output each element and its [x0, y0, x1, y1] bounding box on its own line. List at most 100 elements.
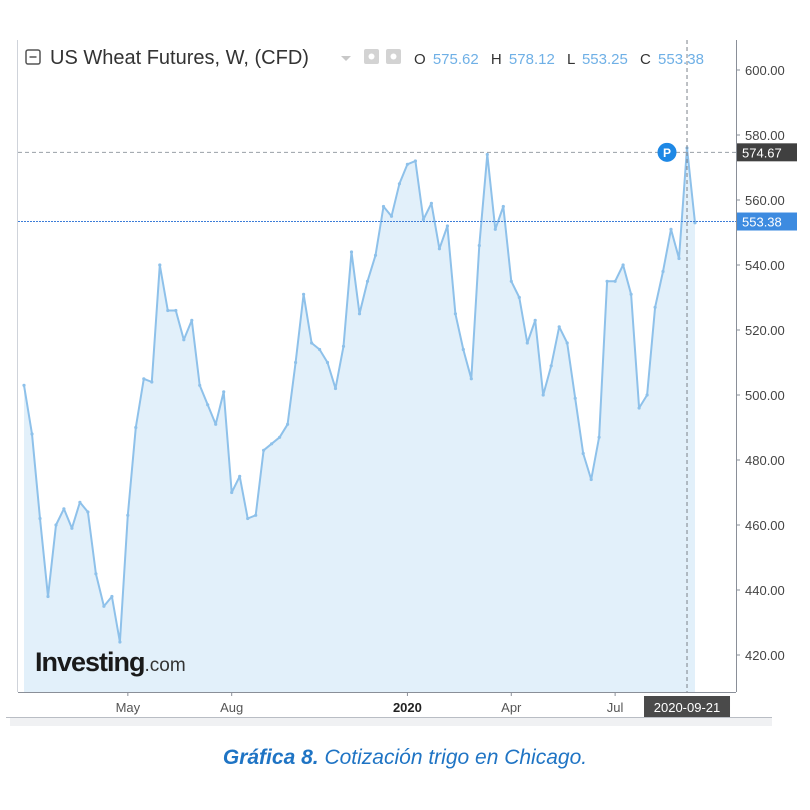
data-point — [246, 516, 250, 521]
data-point — [86, 510, 90, 514]
data-point — [294, 360, 298, 365]
data-point — [94, 572, 98, 576]
collapse-icon[interactable] — [25, 49, 41, 65]
y-tick-label: 420.00 — [745, 648, 785, 663]
svg-text:Investing.com: Investing.com — [35, 647, 186, 677]
y-tick-label: 500.00 — [745, 388, 785, 403]
data-point — [397, 182, 401, 186]
data-point — [605, 279, 609, 283]
data-point — [166, 308, 170, 313]
bottom-toolbar — [10, 718, 772, 726]
data-point — [254, 513, 258, 517]
caption-text: Cotización trigo en Chicago. — [324, 746, 588, 769]
x-tick-label: 2020 — [393, 700, 422, 715]
data-point — [565, 341, 569, 345]
x-tick-label: May — [116, 700, 141, 715]
data-point — [230, 490, 234, 495]
data-point — [38, 516, 42, 521]
crosshair-price-label: 574.67 — [742, 145, 782, 160]
data-point — [389, 214, 394, 218]
crosshair-date-label: 2020-09-21 — [654, 700, 721, 715]
data-point — [677, 256, 681, 261]
svg-text:O 575.62 H 5: O 575.62 H 578.12 L 553.25 C 553.38 — [414, 51, 704, 68]
data-point — [557, 325, 561, 329]
settings-icon-hole — [390, 53, 397, 60]
data-point — [533, 318, 537, 322]
data-point — [325, 360, 330, 365]
y-tick-label: 540.00 — [745, 258, 785, 273]
data-point — [318, 347, 322, 352]
data-point — [341, 344, 346, 348]
data-point — [517, 295, 521, 300]
data-point — [62, 507, 66, 511]
data-point — [349, 250, 354, 254]
price-marker-label: P — [663, 146, 671, 160]
data-point — [262, 448, 266, 452]
data-point — [645, 393, 649, 397]
data-point — [222, 390, 226, 394]
data-point — [118, 640, 122, 644]
data-point — [357, 312, 362, 316]
data-point — [302, 292, 306, 296]
data-point — [653, 305, 657, 309]
data-point — [46, 594, 50, 599]
data-point — [365, 279, 370, 283]
data-point — [597, 435, 601, 439]
data-point — [70, 526, 74, 530]
data-point — [126, 513, 130, 517]
data-point — [509, 279, 513, 283]
data-point — [214, 422, 218, 426]
data-point — [150, 380, 154, 384]
eye-icon-pupil — [368, 53, 375, 60]
caption-label: Gráfica 8. — [222, 746, 319, 769]
data-point — [613, 279, 617, 283]
data-point — [134, 425, 138, 430]
price-marker[interactable] — [657, 142, 677, 162]
data-point — [589, 477, 593, 482]
data-point — [190, 318, 194, 322]
ohlc-close-label: C — [640, 51, 651, 68]
data-point — [493, 227, 497, 231]
data-point — [629, 292, 633, 296]
y-tick-label: 580.00 — [745, 128, 785, 143]
x-tick-label: Jul — [607, 700, 624, 715]
data-point — [661, 269, 665, 274]
data-point — [54, 523, 58, 527]
y-tick-label: 600.00 — [745, 63, 785, 78]
chevron-down-icon[interactable] — [341, 56, 351, 61]
data-point — [453, 312, 457, 316]
data-point — [198, 383, 202, 387]
data-point — [142, 377, 146, 381]
y-tick-label: 520.00 — [745, 323, 785, 338]
data-point — [573, 396, 577, 400]
data-point — [501, 204, 505, 209]
data-point — [581, 451, 585, 456]
data-point — [445, 224, 449, 228]
data-point — [182, 338, 186, 342]
data-point — [270, 442, 274, 446]
data-point — [174, 308, 178, 313]
data-point — [421, 217, 425, 222]
data-point — [30, 432, 34, 436]
y-tick-label: 440.00 — [745, 583, 785, 598]
ohlc-low-label: L — [567, 51, 575, 68]
data-point — [541, 393, 545, 397]
data-point — [621, 263, 625, 267]
last-price-label: 553.38 — [742, 215, 782, 230]
watermark-suffix: .com — [145, 655, 186, 676]
ohlc-high-value: 578.12 — [509, 51, 555, 68]
data-point — [102, 604, 106, 608]
data-point — [477, 243, 481, 248]
y-tick-label: 560.00 — [745, 193, 785, 208]
ohlc-open-value: 575.62 — [433, 51, 479, 68]
data-point — [310, 341, 314, 345]
data-point — [669, 227, 673, 231]
data-point — [637, 406, 641, 410]
data-point — [461, 347, 465, 352]
data-point — [525, 341, 529, 345]
data-point — [437, 247, 441, 251]
crosshair-price-box — [737, 143, 797, 162]
chart-title: US Wheat Futures, W, (CFD) — [50, 47, 309, 69]
last-price-box — [737, 212, 797, 231]
